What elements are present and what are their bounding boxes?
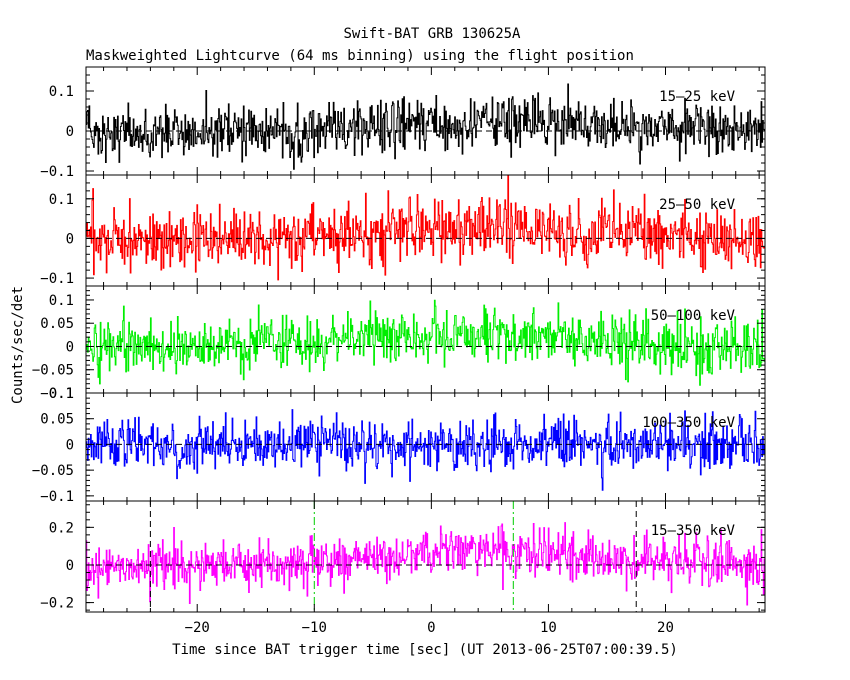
y-tick-label: 0	[66, 231, 74, 247]
band-label: 15–25 keV	[659, 89, 735, 105]
y-tick-label: 0.1	[49, 192, 74, 208]
series-line	[86, 299, 765, 386]
series-line	[86, 83, 765, 170]
y-tick-label: 0	[66, 437, 74, 453]
y-tick-label: 0.05	[40, 316, 74, 332]
y-tick-label: −0.1	[40, 164, 74, 180]
band-label: 25–50 keV	[659, 197, 735, 213]
y-tick-label: 0.2	[49, 520, 74, 536]
y-tick-label: 0	[66, 339, 74, 355]
y-tick-label: −0.1	[40, 271, 74, 287]
x-tick-label: −10	[302, 620, 327, 636]
x-tick-label: 20	[657, 620, 674, 636]
y-tick-label: −0.05	[32, 463, 74, 479]
y-tick-label: −0.05	[32, 363, 74, 379]
panels-group: −0.100.1 15–25 keV−0.100.1 25–50 keV−0.1−0…	[32, 66, 766, 613]
y-tick-label: 0.1	[49, 84, 74, 100]
x-tick-label: −20	[185, 620, 210, 636]
band-label: 100–350 keV	[642, 415, 735, 431]
y-tick-label: 0.1	[49, 386, 74, 402]
y-tick-label: −0.1	[40, 386, 74, 402]
panel-5: −0.2 0 0.2 15–350 keV	[40, 500, 766, 613]
band-label: 50–100 keV	[651, 308, 736, 324]
x-axis: −20 −10 0 10 20	[185, 620, 674, 636]
x-axis-label: Time since BAT trigger time [sec] (UT 20…	[172, 642, 678, 658]
series-line	[86, 409, 765, 491]
series-line	[86, 175, 765, 281]
y-tick-label: −0.1	[40, 489, 74, 505]
panel-2: −0.1 0 0.1 25–50 keV	[40, 174, 766, 287]
panel-4: −0.1 −0.05 0 0.05 0.1 100–350 keV	[32, 386, 766, 505]
panel-3: −0.1 −0.05 0 0.05 0.1 50–100 keV	[32, 285, 766, 402]
y-tick-label: 0.05	[40, 412, 74, 428]
y-tick-label: 0	[66, 124, 74, 140]
chart-subtitle: Maskweighted Lightcurve (64 ms binning) …	[86, 48, 634, 64]
series-line	[86, 522, 765, 606]
panel-frame	[85, 500, 766, 613]
panel-1: −0.1 0 0.1 15–25 keV	[40, 66, 766, 180]
x-tick-label: 10	[540, 620, 557, 636]
band-label: 15–350 keV	[651, 523, 736, 539]
y-axis-label: Counts/sec/det	[10, 286, 26, 404]
y-tick-label: 0.1	[49, 293, 74, 309]
y-tick-label: 0	[66, 558, 74, 574]
y-tick-label: −0.2	[40, 596, 74, 612]
x-tick-label: 0	[427, 620, 435, 636]
chart-title: Swift-BAT GRB 130625A	[343, 26, 521, 42]
